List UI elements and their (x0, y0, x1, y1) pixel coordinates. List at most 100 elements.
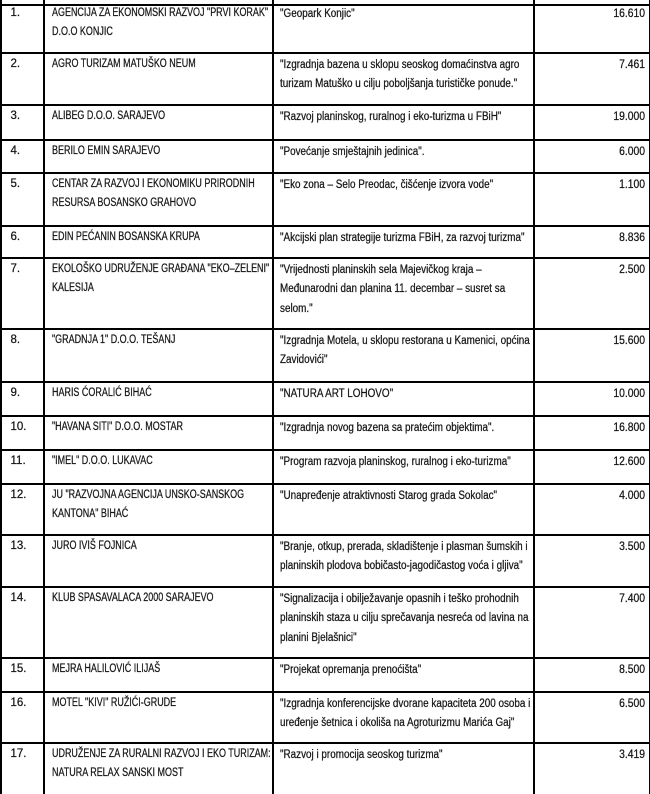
project-title: "Izgradnja bazena u sklopu seoskog domać… (280, 59, 520, 91)
project-title: "Vrijednosti planinskih sela Majevičkog … (280, 264, 506, 315)
cropped-row-cell (2, 0, 43, 4)
amount-cell: 7.400 (534, 587, 649, 657)
beneficiary-name: AGENCIJA ZA EKONOMSKI RAZVOJ "PRVI KORAK… (52, 6, 269, 39)
amount-value: 2.500 (618, 264, 645, 277)
amount-value: 12.600 (612, 456, 645, 469)
row-number: 15. (10, 663, 27, 676)
project-title: "Branje, otkup, prerada, skladištenje i … (280, 541, 528, 573)
project-cell: "Unapređenje atraktivnosti Starog grada … (273, 484, 533, 534)
row-number: 12. (10, 489, 27, 502)
beneficiary-cell: MEJRA HALILOVIĆ ILIJAŠ (44, 658, 272, 691)
beneficiary-cell: "GRADNJA 1" D.O.O. TEŠANJ (44, 329, 272, 381)
beneficiary-cell: "IMEL" D.O.O. LUKAVAC (44, 450, 272, 483)
project-title: "Izgradnja novog bazena sa pratećim obje… (280, 422, 495, 435)
amount-cell: 8.500 (534, 658, 649, 691)
beneficiary-name: "HAVANA SITI" D.O.O. MOSTAR (52, 421, 184, 434)
row-number: 3. (10, 110, 21, 123)
row-number-cell: 11. (2, 450, 43, 483)
row-number: 6. (10, 231, 21, 244)
amount-cell: 19.000 (534, 105, 649, 139)
beneficiary-cell: EDIN PEĆANIN BOSANSKA KRUPA (44, 226, 272, 257)
project-title: "Razvoj i promocija seoskog turizma" (280, 749, 443, 762)
amount-value: 4.000 (618, 490, 645, 503)
beneficiary-cell: JURO IVIŠ FOJNICA (44, 535, 272, 586)
beneficiary-cell: AGRO TURIZAM MATUŠKO NEUM (44, 53, 272, 104)
row-number-cell: 7. (2, 258, 43, 328)
row-number: 5. (10, 178, 21, 191)
row-number-cell: 16. (2, 692, 43, 742)
beneficiary-cell: CENTAR ZA RAZVOJ I EKONOMIKU PRIRODNIH R… (44, 173, 272, 225)
beneficiary-name: AGRO TURIZAM MATUŠKO NEUM (52, 58, 196, 71)
beneficiary-name: EKOLOŠKO UDRUŽENJE GRAĐANA "EKO–ZELENI" … (52, 263, 270, 295)
project-cell: "Izgradnja konferencijske dvorane kapaci… (273, 692, 533, 742)
beneficiary-cell: UDRUŽENJE ZA RURALNI RAZVOJ I EKO TURIZA… (44, 743, 272, 794)
project-cell: "Izgradnja bazena u sklopu seoskog domać… (273, 53, 533, 104)
beneficiary-name: MEJRA HALILOVIĆ ILIJAŠ (52, 663, 161, 676)
beneficiary-cell: AGENCIJA ZA EKONOMSKI RAZVOJ "PRVI KORAK… (44, 6, 272, 52)
beneficiary-cell: KLUB SPASAVALACA 2000 SARAJEVO (44, 587, 272, 657)
row-number: 14. (10, 592, 27, 605)
beneficiary-name: JU "RAZVOJNA AGENCIJA UNSKO-SANSKOG KANT… (52, 489, 245, 521)
project-cell: "Branje, otkup, prerada, skladištenje i … (273, 535, 533, 586)
project-title: "Signalizacija i obilježavanje opasnih i… (280, 593, 529, 644)
amount-value: 8.500 (618, 664, 645, 677)
row-number: 1. (10, 6, 21, 19)
row-number: 13. (10, 540, 27, 553)
project-title: "Razvoj planinskog, ruralnog i eko-turiz… (280, 111, 502, 124)
project-cell: "Izgradnja Motela, u sklopu restorana u … (273, 329, 533, 381)
project-cell: "Signalizacija i obilježavanje opasnih i… (273, 587, 533, 657)
amount-value: 6.000 (618, 146, 645, 159)
amount-cell: 1.100 (534, 173, 649, 225)
project-title: "Unapređenje atraktivnosti Starog grada … (280, 490, 498, 503)
amount-cell: 16.800 (534, 416, 649, 449)
row-number-cell: 3. (2, 105, 43, 139)
amount-value: 10.000 (612, 388, 645, 401)
beneficiary-name: MOTEL "KIVI" RUŽIĆI-GRUDE (52, 697, 177, 710)
project-cell: "Izgradnja novog bazena sa pratećim obje… (273, 416, 533, 449)
amount-value: 7.400 (618, 593, 645, 606)
project-title: "Projekat opremanja prenoćišta" (280, 664, 422, 677)
beneficiary-name: JURO IVIŠ FOJNICA (52, 540, 138, 553)
project-title: "Akcijski plan strategije turizma FBiH, … (280, 232, 525, 245)
amount-value: 16.800 (612, 422, 645, 435)
amount-value: 6.500 (618, 698, 645, 711)
row-number-cell: 1. (2, 6, 43, 52)
row-number-cell: 15. (2, 658, 43, 691)
amount-value: 15.600 (612, 335, 645, 348)
project-cell: "Program razvoja planinskog, ruralnog i … (273, 450, 533, 483)
row-number-cell: 6. (2, 226, 43, 257)
row-number: 16. (10, 697, 27, 710)
beneficiary-cell: BERILO EMIN SARAJEVO (44, 140, 272, 172)
cropped-row-cell (534, 0, 649, 4)
project-cell: "Razvoj i promocija seoskog turizma" (273, 743, 533, 794)
project-cell: "NATURA ART LOHOVO" (273, 382, 533, 415)
beneficiary-cell: JU "RAZVOJNA AGENCIJA UNSKO-SANSKOG KANT… (44, 484, 272, 534)
amount-cell: 16.610 (534, 6, 649, 52)
amount-cell: 4.000 (534, 484, 649, 534)
beneficiary-cell: MOTEL "KIVI" RUŽIĆI-GRUDE (44, 692, 272, 742)
amount-cell: 6.000 (534, 140, 649, 172)
beneficiary-name: HARIS ĆORALIĆ BIHAĆ (52, 387, 152, 400)
amount-cell: 8.836 (534, 226, 649, 257)
row-number-cell: 14. (2, 587, 43, 657)
row-number: 17. (10, 748, 27, 761)
amount-value: 3.419 (618, 749, 645, 762)
amount-cell: 3.500 (534, 535, 649, 586)
amount-value: 16.610 (612, 7, 645, 20)
beneficiary-name: EDIN PEĆANIN BOSANSKA KRUPA (52, 231, 201, 244)
row-number: 7. (10, 263, 21, 276)
beneficiary-name: "IMEL" D.O.O. LUKAVAC (52, 455, 154, 468)
beneficiary-name: ALIBEG D.O.O. SARAJEVO (52, 110, 166, 123)
amount-value: 19.000 (612, 111, 645, 124)
row-number: 4. (10, 145, 21, 158)
row-number-cell: 9. (2, 382, 43, 415)
amount-value: 1.100 (618, 179, 645, 192)
project-cell: "Vrijednosti planinskih sela Majevičkog … (273, 258, 533, 328)
amount-cell: 7.461 (534, 53, 649, 104)
project-title: "Geopark Konjic" (280, 7, 355, 20)
amount-cell: 2.500 (534, 258, 649, 328)
row-number: 11. (10, 455, 26, 468)
project-cell: "Geopark Konjic" (273, 6, 533, 52)
